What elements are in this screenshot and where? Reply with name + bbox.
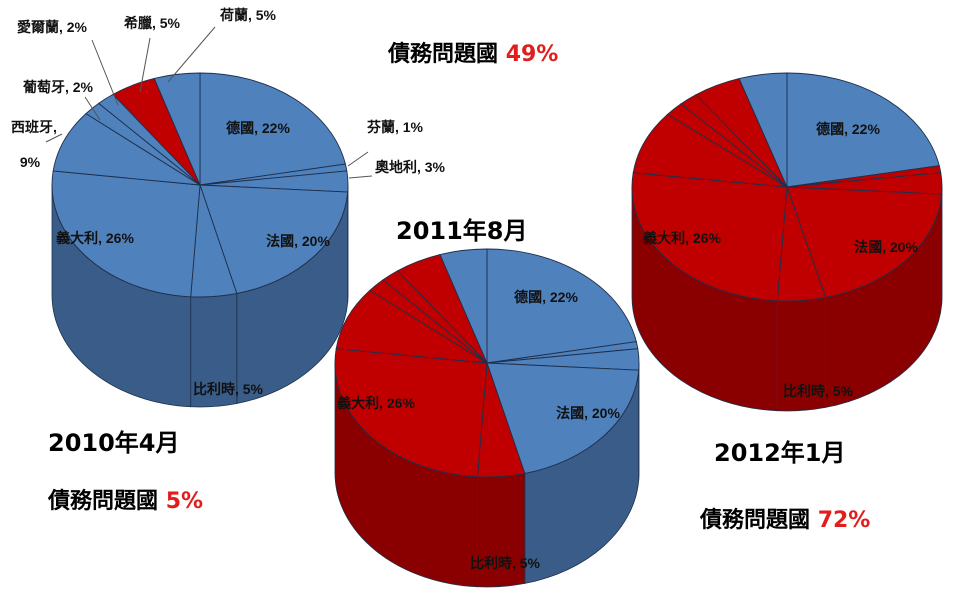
pie-chart-1: 德國, 22% 法國, 20% 比利時, 5% 義大利, 26%	[334, 248, 640, 588]
pie-2-label-4: 比利時, 5%	[783, 383, 854, 399]
pie-0-slice-10	[153, 72, 201, 186]
pie-1-label-5: 義大利, 26%	[337, 395, 415, 411]
pie-0-slice-5	[51, 170, 201, 298]
pie-0-leader-1	[348, 175, 373, 179]
pie-1-slice-3	[486, 362, 640, 474]
pie-0-label-10: 荷蘭, 5%	[219, 7, 277, 23]
debt-note-2010-value: 5%	[165, 489, 204, 514]
pie-0-label-6: 9%	[20, 154, 41, 170]
pie-0-label-3: 法國, 20%	[266, 233, 330, 249]
debt-note-2012-value: 72%	[817, 508, 871, 533]
pie-1-slice-10	[439, 248, 488, 364]
pie-0-leader-4	[139, 37, 151, 93]
pie-0-slice-6	[52, 113, 201, 186]
pie-2-label-3: 法國, 20%	[854, 239, 918, 255]
pie-0-label-4: 比利時, 5%	[193, 381, 264, 397]
pie-2-slice-0	[786, 72, 940, 188]
debt-note-2011: 債務問題國 49%	[388, 36, 558, 68]
pie-0-slice-0	[199, 72, 346, 186]
pie-0-label-8: 愛爾蘭, 2%	[17, 19, 88, 35]
pie-0-label-2: 奧地利, 3%	[375, 159, 446, 175]
debt-note-2011-label: 債務問題國	[388, 42, 499, 67]
title-2010: 2010年4月	[48, 429, 180, 457]
pie-0-label-9: 希臘, 5%	[124, 15, 181, 31]
pie-0-label-5: 義大利, 26%	[56, 230, 134, 246]
debt-note-2011-value: 49%	[505, 42, 559, 67]
pie-0-leader-2	[84, 96, 101, 121]
pie-0-slice-3	[199, 184, 349, 294]
pie-2-label-5: 義大利, 26%	[643, 230, 721, 246]
pie-1-slice-6	[335, 289, 488, 364]
debt-note-2010-label: 債務問題國	[48, 489, 159, 514]
pie-1-slice-0	[486, 248, 637, 364]
pie-0-label-7: 葡萄牙, 2%	[22, 79, 94, 95]
pie-0-leader-0	[347, 151, 369, 167]
pie-2-slice-6	[632, 113, 788, 188]
pie-2-slice-10	[738, 72, 788, 188]
pie-1-label-3: 法國, 20%	[556, 405, 620, 421]
pie-2-label-0: 德國, 22%	[816, 121, 880, 137]
pie-1-label-0: 德國, 22%	[514, 289, 578, 305]
debt-note-2010: 債務問題國 5%	[48, 483, 203, 515]
pie-0-leader-5	[167, 26, 216, 83]
pie-0-label-1: 芬蘭, 1%	[366, 119, 424, 135]
pie-0-extra-label-0: 西班牙,	[11, 119, 57, 135]
pie-1-slice-5	[334, 348, 488, 478]
pie-0-leader-6	[45, 133, 63, 143]
title-2012: 2012年1月	[714, 439, 846, 467]
pie-chart-2: 德國, 22% 法國, 20% 比利時, 5% 義大利, 26%	[631, 72, 943, 412]
pie-1-label-4: 比利時, 5%	[470, 555, 541, 571]
pie-0-label-0: 德國, 22%	[226, 120, 290, 136]
debt-note-2012: 債務問題國 72%	[700, 502, 870, 534]
pie-0-leader-3	[91, 39, 119, 106]
debt-note-2012-label: 債務問題國	[700, 508, 811, 533]
pie-chart-0: 德國, 22% 芬蘭, 1% 奧地利, 3% 法國, 20% 比利時, 5% 義大利, 2…	[11, 7, 446, 408]
title-2011: 2011年8月	[396, 217, 528, 245]
pie-2-slice-5	[631, 172, 788, 302]
pie-2-slice-3	[786, 186, 943, 298]
